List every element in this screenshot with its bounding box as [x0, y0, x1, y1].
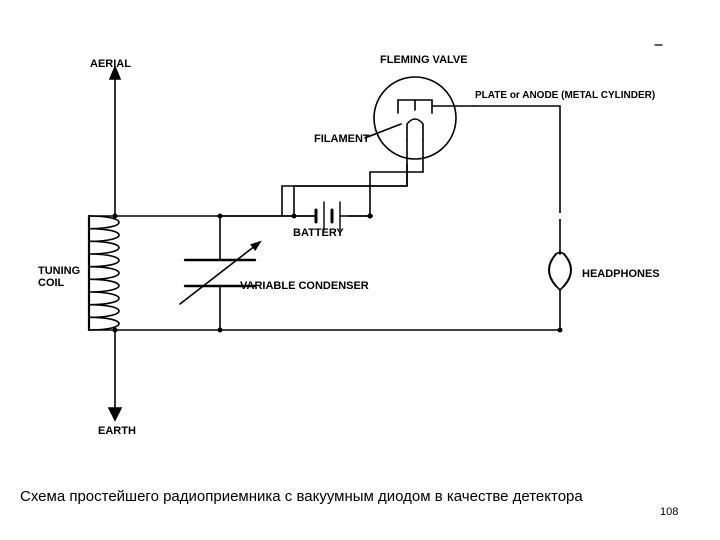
label-tuning-coil: TUNING COIL	[38, 265, 80, 289]
label-filament: FILAMENT	[314, 133, 370, 145]
page-number: 108	[660, 506, 678, 518]
label-plate-anode: PLATE or ANODE (METAL CYLINDER)	[475, 90, 655, 101]
caption-text: Схема простейшего радиоприемника с вакуу…	[20, 488, 583, 505]
label-battery: BATTERY	[293, 227, 344, 239]
label-variable-condenser: VARIABLE CONDENSER	[240, 280, 369, 292]
label-fleming-valve: FLEMING VALVE	[380, 54, 468, 66]
label-headphones: HEADPHONES	[582, 268, 660, 280]
label-earth: EARTH	[98, 425, 136, 437]
label-aerial: AERIAL	[90, 58, 131, 70]
